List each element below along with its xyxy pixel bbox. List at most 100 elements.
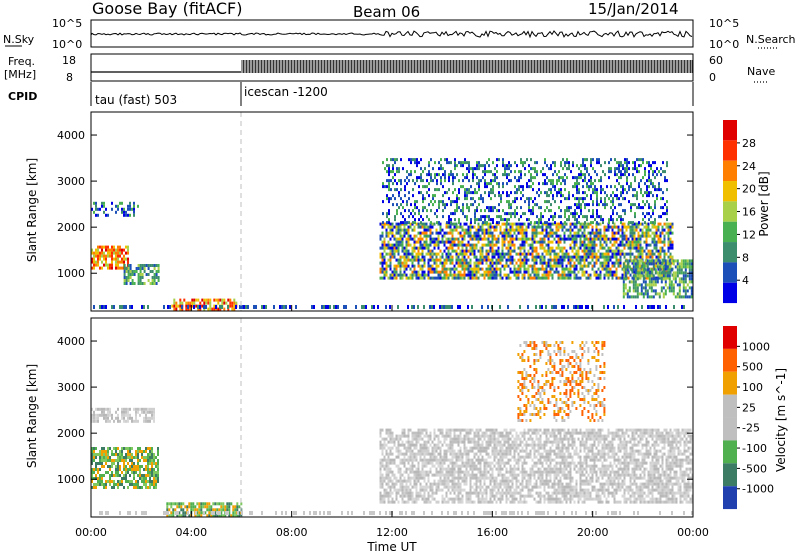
echo-cell <box>662 295 665 299</box>
echo-cell <box>121 305 123 309</box>
echo-cell <box>569 276 572 280</box>
echo-cell <box>125 456 127 459</box>
echo-cell <box>442 200 444 204</box>
echo-cell <box>670 289 673 293</box>
echo-cell <box>107 453 109 456</box>
echo-cell <box>668 265 671 269</box>
echo-cell <box>540 170 542 174</box>
echo-cell <box>485 258 488 262</box>
echo-cell <box>218 502 221 506</box>
echo-cell <box>382 200 384 204</box>
echo-cell <box>534 203 536 207</box>
echo-cell <box>640 206 642 210</box>
echo-cell <box>391 431 394 435</box>
echo-cell <box>123 270 126 273</box>
echo-cell <box>621 231 624 235</box>
echo-cell <box>645 234 648 238</box>
echo-cell <box>101 407 103 411</box>
echo-cell <box>540 212 542 216</box>
echo-cell <box>127 270 130 273</box>
echo-cell <box>607 276 610 280</box>
echo-cell <box>653 246 656 250</box>
echo-cell <box>579 246 582 250</box>
echo-cell <box>594 185 596 189</box>
echo-cell <box>182 502 185 506</box>
echo-cell <box>632 173 634 177</box>
echo-cell <box>667 240 670 244</box>
echo-cell <box>145 419 147 423</box>
echo-cell <box>444 179 446 183</box>
echo-cell <box>495 228 498 232</box>
echo-cell <box>579 305 581 309</box>
echo-cell <box>615 273 618 277</box>
echo-cell <box>601 234 604 238</box>
echo-cell <box>454 164 456 168</box>
echo-cell <box>483 273 486 277</box>
echo-cell <box>588 209 590 213</box>
echo-cell <box>135 410 137 414</box>
echo-cell <box>423 243 426 247</box>
echo-cell <box>630 206 632 210</box>
echo-cell <box>584 191 586 195</box>
echo-cell <box>115 447 117 450</box>
echo-cell <box>495 249 498 253</box>
echo-cell <box>383 443 386 447</box>
echo-cell <box>167 305 169 309</box>
echo-cell <box>644 221 646 225</box>
cpid-strip: CPID tau (fast) 503 icescan -1200 <box>8 82 694 107</box>
echo-cell <box>575 237 578 241</box>
echo-cell <box>643 234 646 238</box>
echo-cell <box>137 456 139 459</box>
echo-cell <box>555 267 558 271</box>
echo-cell <box>455 222 458 226</box>
echo-cell <box>188 502 191 506</box>
echo-cell <box>597 234 600 238</box>
echo-cell <box>459 249 462 253</box>
echo-cell <box>234 508 237 512</box>
echo-cell <box>542 215 544 219</box>
echo-cell <box>549 249 552 253</box>
echo-cell <box>511 225 514 229</box>
echo-cell <box>544 221 546 225</box>
echo-cell <box>497 240 500 244</box>
echo-cell <box>512 212 514 216</box>
echo-cell <box>465 273 468 277</box>
echo-cell <box>131 447 133 450</box>
echo-cell <box>470 221 472 225</box>
echo-cell <box>229 304 232 308</box>
echo-cell <box>157 465 159 468</box>
echo-cell <box>439 273 442 277</box>
echo-cell <box>435 270 438 274</box>
echo-cell <box>549 225 552 229</box>
echo-cell <box>226 505 229 509</box>
echo-cell <box>387 434 390 438</box>
echo-cell <box>564 164 566 168</box>
echo-cell <box>109 459 111 462</box>
echo-cell <box>117 245 119 249</box>
echo-cell <box>515 261 518 265</box>
echo-cell <box>460 164 462 168</box>
echo-cell <box>453 237 456 241</box>
echo-cell <box>543 246 546 250</box>
echo-cell <box>624 283 627 287</box>
echo-cell <box>624 167 626 171</box>
echo-cell <box>571 255 574 259</box>
echo-cell <box>623 222 626 226</box>
echo-cell <box>469 234 472 238</box>
echo-cell <box>141 305 143 309</box>
echo-cell <box>125 276 128 279</box>
echo-cell <box>664 277 667 281</box>
echo-cell <box>492 161 494 165</box>
echo-cell <box>103 413 105 417</box>
echo-cell <box>97 413 99 417</box>
echo-cell <box>125 251 127 255</box>
echo-cell <box>430 176 432 180</box>
echo-cell <box>534 161 536 165</box>
echo-cell <box>628 259 631 263</box>
echo-cell <box>596 212 598 216</box>
echo-cell <box>557 261 560 265</box>
echo-cell <box>575 305 577 309</box>
echo-cell <box>475 234 478 238</box>
echo-cell <box>149 407 151 411</box>
echo-cell <box>210 514 213 517</box>
